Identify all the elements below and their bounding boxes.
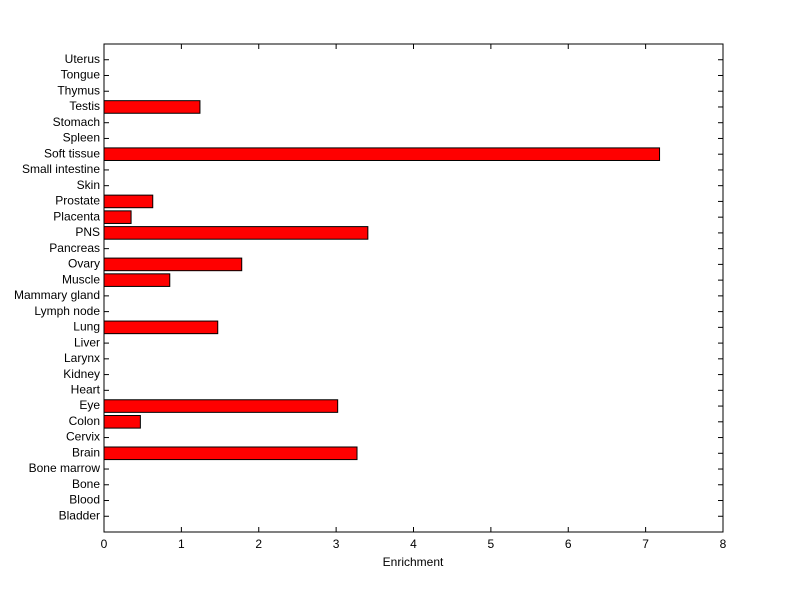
y-tick-label: Tongue <box>61 68 101 82</box>
y-tick-label: Brain <box>72 445 100 459</box>
bar <box>103 100 201 114</box>
x-tick-label: 0 <box>101 537 108 551</box>
y-tick-label: Spleen <box>63 131 100 145</box>
y-tick-label: Liver <box>74 335 100 349</box>
y-tick-label: Muscle <box>62 272 100 286</box>
y-tick-label: Uterus <box>65 52 100 66</box>
y-tick-label: Bone <box>72 477 100 491</box>
y-tick-label: Mammary gland <box>14 288 100 302</box>
y-tick-label: Kidney <box>63 367 100 381</box>
x-tick-label: 2 <box>255 537 262 551</box>
x-tick-label: 1 <box>178 537 185 551</box>
y-tick-label: Placenta <box>53 209 100 223</box>
y-tick-label: Soft tissue <box>44 146 100 160</box>
y-tick-label: Testis <box>69 99 100 113</box>
y-tick-label: Lymph node <box>34 304 100 318</box>
bar <box>103 147 661 161</box>
bar <box>103 257 243 272</box>
y-tick-label: Bone marrow <box>29 461 101 475</box>
bar <box>103 415 141 429</box>
y-tick-label: Ovary <box>68 257 100 271</box>
y-tick-label: Blood <box>69 493 100 507</box>
bar <box>103 194 154 209</box>
bar <box>103 320 219 335</box>
y-tick-label: Thymus <box>57 83 100 97</box>
bar <box>103 446 358 461</box>
y-tick-label: Stomach <box>53 115 100 129</box>
y-tick-label: Pancreas <box>49 241 100 255</box>
y-tick-label: Skin <box>77 178 100 192</box>
y-tick-label: Lung <box>73 320 100 334</box>
bar <box>103 399 339 413</box>
y-tick-label: Bladder <box>59 508 100 522</box>
x-tick-label: 3 <box>333 537 340 551</box>
y-tick-label: Prostate <box>55 194 100 208</box>
y-tick-label: PNS <box>75 225 100 239</box>
x-tick-label: 7 <box>642 537 649 551</box>
y-tick-label: Cervix <box>66 430 100 444</box>
x-tick-label: 4 <box>410 537 417 551</box>
y-tick-label: Heart <box>71 382 101 396</box>
bar <box>103 273 171 287</box>
y-tick-label: Larynx <box>64 351 100 365</box>
bar <box>103 210 132 224</box>
x-axis-label: Enrichment <box>383 555 444 569</box>
y-tick-label: Small intestine <box>22 162 100 176</box>
bar <box>103 226 369 240</box>
x-tick-label: 8 <box>720 537 727 551</box>
x-tick-label: 6 <box>565 537 572 551</box>
x-tick-label: 5 <box>488 537 495 551</box>
y-tick-label: Colon <box>69 414 100 428</box>
y-tick-label: Eye <box>79 398 100 412</box>
